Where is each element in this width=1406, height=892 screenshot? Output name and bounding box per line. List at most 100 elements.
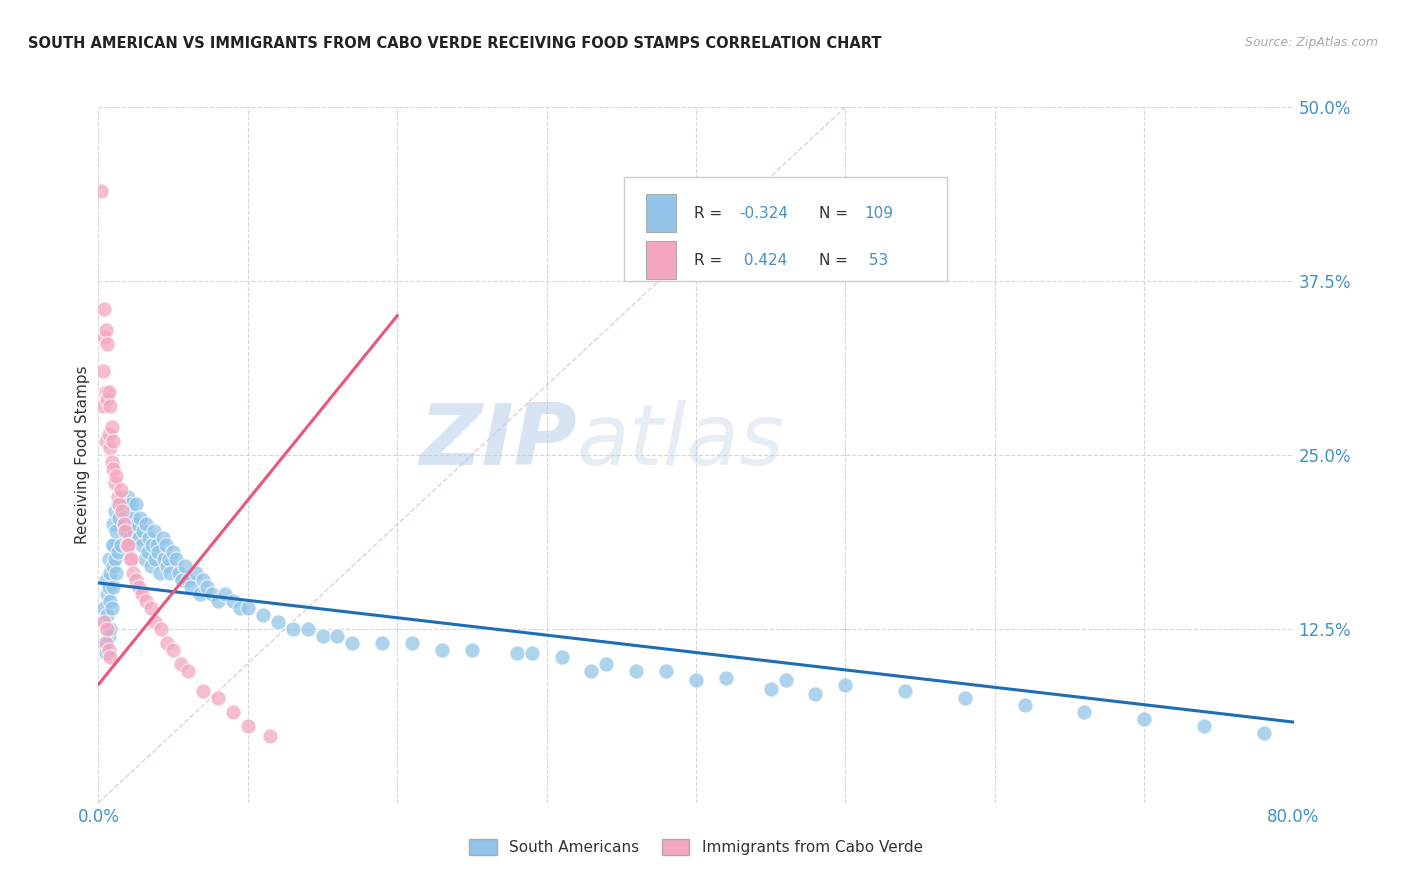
Point <box>581 664 603 678</box>
Point <box>101 455 124 469</box>
Legend: South Americans, Immigrants from Cabo Verde: South Americans, Immigrants from Cabo Ve… <box>463 833 929 862</box>
Point <box>143 615 166 629</box>
Text: Source: ZipAtlas.com: Source: ZipAtlas.com <box>1244 36 1378 49</box>
Point <box>120 552 142 566</box>
Point <box>177 664 200 678</box>
Point <box>371 636 394 650</box>
Point <box>207 594 229 608</box>
Point <box>103 462 125 476</box>
Point <box>118 532 141 546</box>
Point <box>139 601 162 615</box>
Point <box>135 517 157 532</box>
Point <box>401 636 423 650</box>
Point <box>98 566 122 581</box>
Point <box>97 385 120 400</box>
Point <box>191 573 214 587</box>
Point <box>110 497 132 511</box>
Point <box>108 510 131 524</box>
Point <box>156 636 179 650</box>
Point <box>111 503 134 517</box>
Point <box>91 364 114 378</box>
Point <box>96 607 118 622</box>
Point <box>141 538 163 552</box>
Point <box>626 664 648 678</box>
Point <box>104 475 127 490</box>
Point <box>98 441 122 455</box>
Point <box>108 497 131 511</box>
Point <box>94 573 117 587</box>
Point <box>655 664 678 678</box>
Point <box>165 552 187 566</box>
Point <box>98 649 122 664</box>
Point <box>142 524 165 539</box>
Point <box>150 622 173 636</box>
Point <box>94 434 117 448</box>
Point <box>111 490 134 504</box>
Point <box>124 524 146 539</box>
Point <box>97 629 120 643</box>
Point <box>104 552 127 566</box>
Point <box>236 601 259 615</box>
Point <box>834 677 856 691</box>
FancyBboxPatch shape <box>624 177 948 281</box>
Y-axis label: Receiving Food Stamps: Receiving Food Stamps <box>75 366 90 544</box>
Point <box>222 706 245 720</box>
Point <box>96 587 118 601</box>
Point <box>184 566 207 581</box>
Point <box>132 524 155 539</box>
Point <box>107 490 129 504</box>
Point <box>93 301 115 316</box>
Point <box>139 559 162 574</box>
Point <box>953 691 976 706</box>
Point <box>148 545 170 559</box>
Point <box>775 673 797 688</box>
Point <box>101 420 124 434</box>
Point <box>110 483 132 497</box>
Point <box>714 671 737 685</box>
Point <box>98 594 122 608</box>
Point <box>97 427 120 442</box>
Point <box>114 503 136 517</box>
Point <box>135 594 157 608</box>
Point <box>155 538 177 552</box>
Point <box>520 646 543 660</box>
Point <box>169 657 191 671</box>
Point <box>894 684 917 698</box>
Point <box>461 642 484 657</box>
Point <box>136 545 159 559</box>
Point <box>143 552 166 566</box>
Point <box>101 538 124 552</box>
Point <box>91 615 114 629</box>
Point <box>201 587 224 601</box>
Point <box>1133 712 1156 726</box>
Point <box>115 538 138 552</box>
Point <box>1253 726 1275 740</box>
Point <box>103 434 125 448</box>
Point <box>159 566 181 581</box>
Point <box>98 622 122 636</box>
Point <box>229 601 252 615</box>
Point <box>93 329 115 343</box>
Point <box>180 580 202 594</box>
Point <box>105 566 128 581</box>
Point <box>177 573 200 587</box>
Point <box>94 385 117 400</box>
Point <box>297 622 319 636</box>
Point <box>188 587 211 601</box>
Point <box>93 636 115 650</box>
Point <box>153 552 176 566</box>
Point <box>1014 698 1036 713</box>
Point <box>128 580 150 594</box>
Point <box>311 629 333 643</box>
Point <box>214 587 236 601</box>
Point <box>91 399 114 413</box>
Point <box>342 636 364 650</box>
Text: N =: N = <box>820 252 853 268</box>
Point <box>101 601 124 615</box>
Point <box>191 684 214 698</box>
Text: SOUTH AMERICAN VS IMMIGRANTS FROM CABO VERDE RECEIVING FOOD STAMPS CORRELATION C: SOUTH AMERICAN VS IMMIGRANTS FROM CABO V… <box>28 36 882 51</box>
Point <box>595 657 617 671</box>
Text: atlas: atlas <box>576 400 785 483</box>
Point <box>134 552 156 566</box>
Point <box>131 587 153 601</box>
